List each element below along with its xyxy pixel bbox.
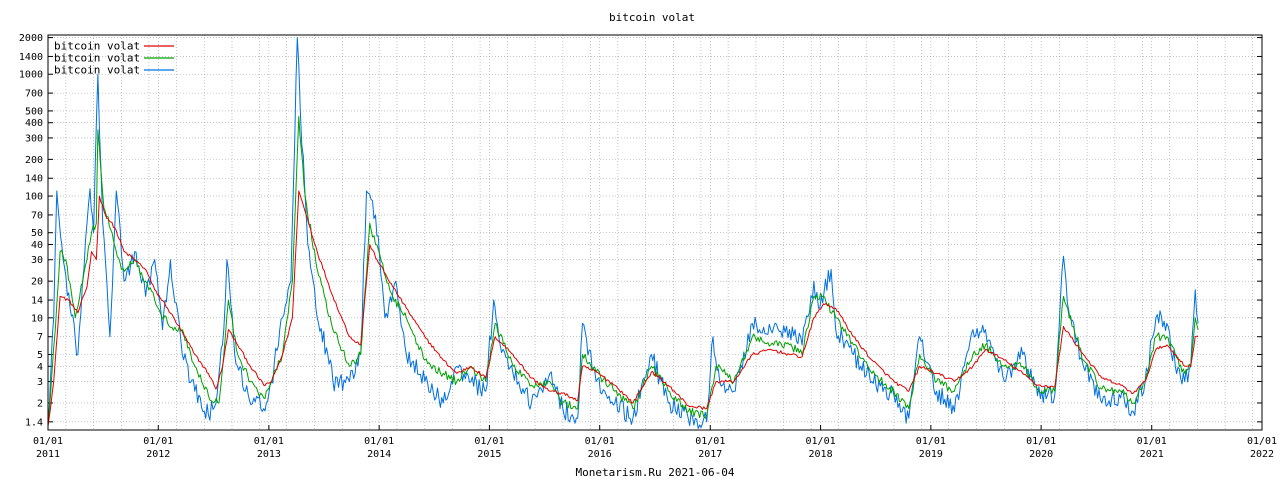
y-tick-label: 500 xyxy=(25,106,43,117)
y-tick-label: 140 xyxy=(25,174,43,185)
y-tick-label: 70 xyxy=(31,210,43,221)
x-tick-label-line1: 01/01 xyxy=(474,436,504,447)
series-line-1 xyxy=(47,190,1199,426)
x-tick-label-line2: 2014 xyxy=(367,449,391,460)
x-tick-label-line2: 2015 xyxy=(477,449,501,460)
plot-frame xyxy=(47,34,1263,431)
y-tick-label: 1000 xyxy=(19,70,43,81)
y-tick-label: 5 xyxy=(37,350,43,361)
x-tick-label-line1: 01/01 xyxy=(806,436,836,447)
y-tick-label: 50 xyxy=(31,228,43,239)
x-tick-label-line2: 2019 xyxy=(919,449,943,460)
y-tick-label: 1400 xyxy=(19,52,43,63)
y-tick-label: 3 xyxy=(37,377,43,388)
y-tick-label: 14 xyxy=(31,296,43,307)
x-tick-label-line2: 2021 xyxy=(1140,449,1164,460)
x-tick-label-line1: 01/01 xyxy=(695,436,725,447)
y-tick-label: 20 xyxy=(31,277,43,288)
x-tick-label-line1: 01/01 xyxy=(1137,436,1167,447)
x-tick-label-line2: 2012 xyxy=(146,449,170,460)
x-tick-label-line1: 01/01 xyxy=(916,436,946,447)
y-tick-label: 100 xyxy=(25,192,43,203)
series-line-2 xyxy=(47,116,1199,426)
y-tick-label: 200 xyxy=(25,155,43,166)
x-axis: 01/01 2011 01/01 2012 01/01 2013 01/01 2014 01/0… xyxy=(33,425,1277,460)
chart-footer: Monetarism.Ru 2021-06-04 xyxy=(576,466,735,479)
legend-label-2: bitcoin volat xyxy=(54,52,140,65)
x-tick-label-line1: 01/01 xyxy=(364,436,394,447)
y-tick-label: 4 xyxy=(37,362,43,373)
y-tick-label: 300 xyxy=(25,133,43,144)
x-tick-label-line1: 01/01 xyxy=(143,436,173,447)
x-tick-label-line2: 2018 xyxy=(809,449,833,460)
x-tick-label-line2: 2022 xyxy=(1250,449,1274,460)
x-tick-label-line2: 2011 xyxy=(36,449,60,460)
x-tick-label-line1: 01/01 xyxy=(254,436,284,447)
x-tick-label-line1: 01/01 xyxy=(33,436,63,447)
y-tick-label: 30 xyxy=(31,255,43,266)
series-layer xyxy=(47,37,1199,429)
legend-label-3: bitcoin volat xyxy=(54,64,140,77)
x-tick-label-line1: 01/01 xyxy=(1247,436,1277,447)
legend-label-1: bitcoin volat xyxy=(54,40,140,53)
x-tick-label-line2: 2013 xyxy=(257,449,281,460)
x-tick-label-line2: 2020 xyxy=(1029,449,1053,460)
y-tick-label: 40 xyxy=(31,240,43,251)
x-tick-label-line1: 01/01 xyxy=(1026,436,1056,447)
series-line-3 xyxy=(47,37,1199,429)
y-tick-label: 700 xyxy=(25,89,43,100)
chart-title: bitcoin volat xyxy=(609,11,695,24)
y-tick-label: 1.4 xyxy=(25,417,43,428)
y-tick-label: 10 xyxy=(31,313,43,324)
x-tick-label-line2: 2016 xyxy=(588,449,612,460)
y-tick-label: 2 xyxy=(37,398,43,409)
y-tick-label: 2000 xyxy=(19,33,43,44)
x-tick-label-line1: 01/01 xyxy=(585,436,615,447)
y-tick-label: 400 xyxy=(25,118,43,129)
y-tick-label: 7 xyxy=(37,332,43,343)
x-tick-label-line2: 2017 xyxy=(698,449,722,460)
